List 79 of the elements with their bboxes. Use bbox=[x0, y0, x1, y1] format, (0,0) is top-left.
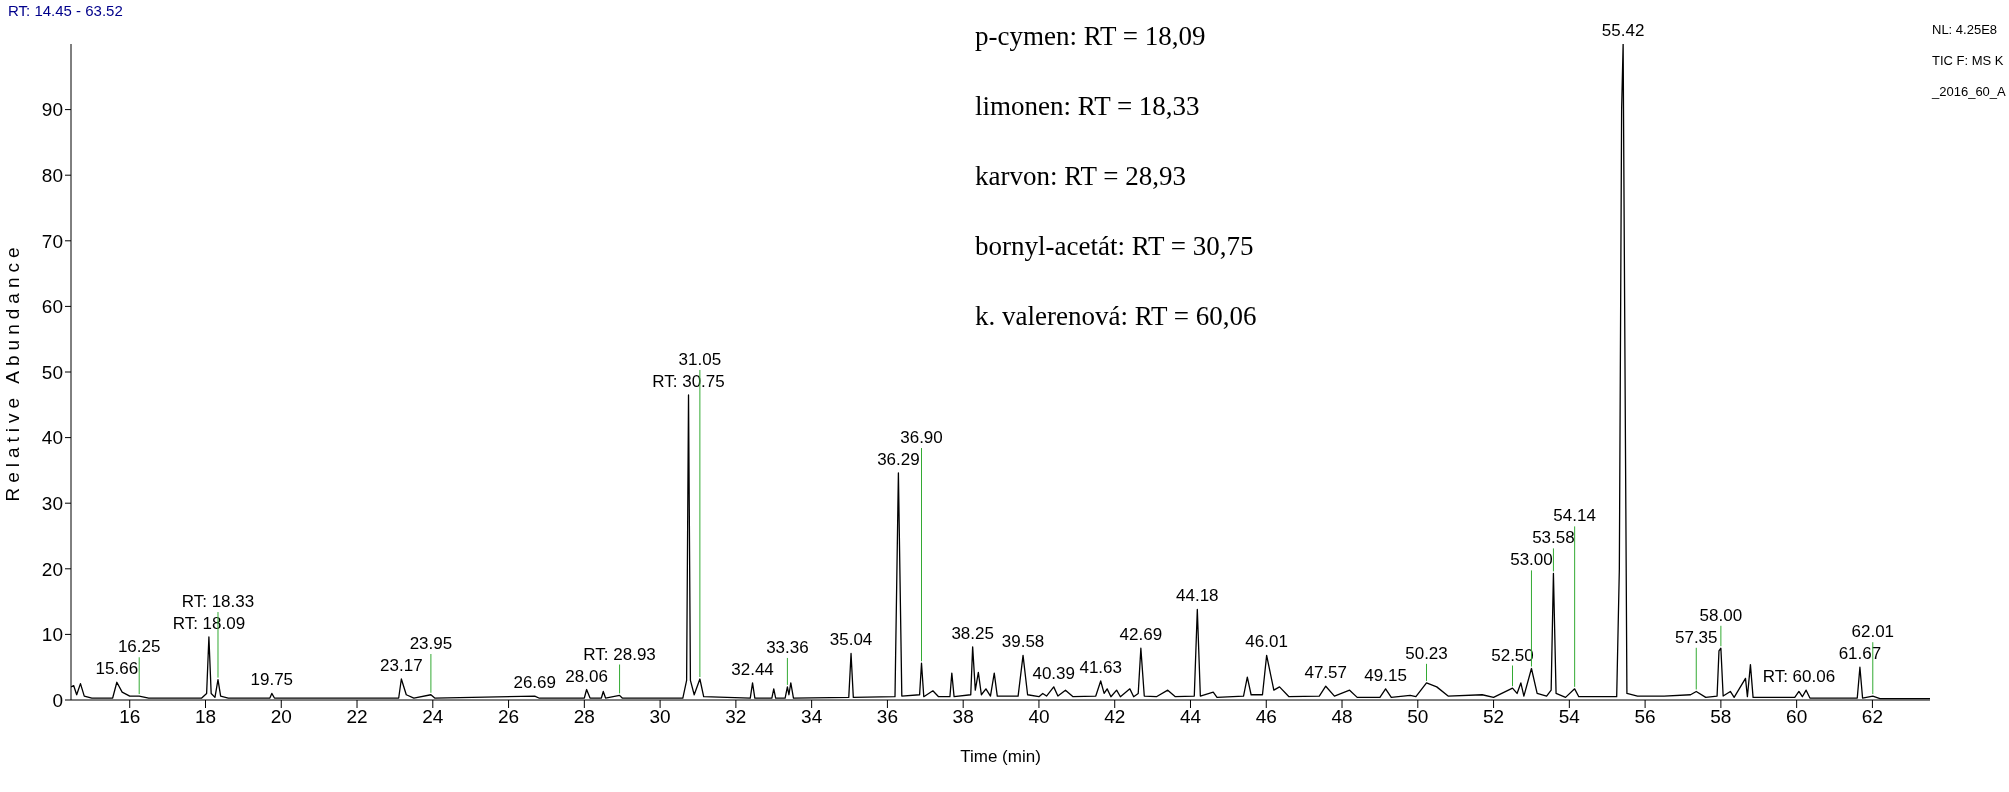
annotation: 33.36 bbox=[766, 637, 809, 657]
y-tick-label: 20 bbox=[41, 558, 63, 580]
annotation: 58.00 bbox=[1699, 605, 1743, 625]
y-tick-label: 50 bbox=[41, 361, 63, 383]
annotation: 46.01 bbox=[1245, 632, 1288, 652]
x-tick-label: 40 bbox=[1028, 706, 1050, 728]
x-tick-label: 22 bbox=[346, 706, 368, 728]
x-tick-label: 42 bbox=[1104, 706, 1126, 728]
annotation: RT: 30.75 bbox=[652, 371, 725, 391]
annotation: 42.69 bbox=[1119, 625, 1163, 645]
annotation: 41.63 bbox=[1079, 657, 1122, 677]
annotation: RT: 28.93 bbox=[583, 644, 656, 664]
annotation: 23.95 bbox=[409, 634, 453, 654]
y-tick-label: 60 bbox=[41, 296, 63, 318]
annotation: 53.00 bbox=[1510, 550, 1553, 570]
y-tick-label: 0 bbox=[52, 689, 63, 711]
x-tick-label: 16 bbox=[119, 706, 141, 728]
x-tick-label: 20 bbox=[270, 706, 292, 728]
x-tick-label: 46 bbox=[1255, 706, 1277, 728]
annotation: 54.14 bbox=[1553, 506, 1596, 526]
y-tick-label: 30 bbox=[41, 492, 63, 514]
x-tick-label: 56 bbox=[1634, 706, 1656, 728]
x-tick-label: 28 bbox=[573, 706, 595, 728]
annotation: 32.44 bbox=[731, 659, 774, 679]
annotation: 35.04 bbox=[829, 630, 873, 650]
y-tick-label: 70 bbox=[41, 230, 63, 252]
annotation: k. valerenová: RT = 60,06 bbox=[975, 300, 1257, 333]
text: TIC F: MS K_2016_60_A bbox=[1932, 53, 2006, 99]
annotation: 57.35 bbox=[1674, 627, 1718, 647]
annotation: RT: 18.33 bbox=[181, 592, 255, 612]
x-tick-label: 60 bbox=[1786, 706, 1808, 728]
x-tick-label: 50 bbox=[1407, 706, 1429, 728]
annotation: RT: 18.09 bbox=[172, 614, 246, 634]
x-axis-title: Time (min) bbox=[960, 747, 1041, 766]
x-tick-label: 32 bbox=[725, 706, 747, 728]
annotation: 47.57 bbox=[1304, 663, 1348, 683]
annotation: 15.66 bbox=[95, 659, 139, 679]
annotation: 39.58 bbox=[1001, 632, 1045, 652]
annotation: 53.58 bbox=[1532, 528, 1575, 548]
y-axis-title: Relative Abundance bbox=[1, 242, 23, 502]
annotation: 28.06 bbox=[565, 666, 608, 686]
y-tick-label: 40 bbox=[41, 427, 63, 449]
annotation: 55.42 bbox=[1601, 21, 1645, 40]
y-tick-label: 80 bbox=[41, 164, 63, 186]
annotation: 40.39 bbox=[1032, 663, 1075, 683]
annotation: 62.01 bbox=[1851, 622, 1895, 642]
annotation: RT: 60.06 bbox=[1762, 667, 1836, 687]
annotation: 50.23 bbox=[1405, 643, 1448, 663]
annotation: 31.05 bbox=[678, 349, 722, 369]
x-tick-label: 44 bbox=[1179, 706, 1202, 728]
x-tick-label: 62 bbox=[1861, 706, 1883, 728]
x-tick-label: 30 bbox=[649, 706, 671, 728]
text: NL: 4.25E8 bbox=[1932, 21, 1999, 39]
y-tick-label: 90 bbox=[41, 99, 63, 121]
x-tick-label: 24 bbox=[422, 706, 444, 728]
text: RT: 14.45 - 63.52 bbox=[8, 2, 123, 19]
x-tick-label: 36 bbox=[876, 706, 898, 728]
x-tick-label: 38 bbox=[952, 706, 974, 728]
x-tick-label: 58 bbox=[1710, 706, 1732, 728]
annotation: 38.25 bbox=[951, 623, 994, 643]
annotation: p-cymen: RT = 18,09 bbox=[975, 20, 1207, 53]
x-tick-label: 26 bbox=[498, 706, 520, 728]
annotation: 19.75 bbox=[250, 670, 294, 690]
x-tick-label: 54 bbox=[1558, 706, 1581, 728]
annotation: 36.90 bbox=[900, 428, 943, 448]
annotation: 36.29 bbox=[877, 450, 920, 470]
x-tick-label: 48 bbox=[1331, 706, 1353, 728]
x-tick-label: 52 bbox=[1483, 706, 1505, 728]
annotation: 26.69 bbox=[513, 673, 556, 693]
annotation: 44.18 bbox=[1176, 586, 1219, 606]
annotation: 49.15 bbox=[1364, 665, 1407, 685]
x-tick-label: 18 bbox=[194, 706, 217, 728]
x-tick-label: 34 bbox=[801, 706, 823, 728]
annotation: limonen: RT = 18,33 bbox=[975, 90, 1201, 123]
annotation: karvon: RT = 28,93 bbox=[975, 160, 1188, 193]
annotation: bornyl-acetát: RT = 30,75 bbox=[975, 230, 1255, 263]
annotation: 16.25 bbox=[117, 637, 161, 657]
annotation: 23.17 bbox=[380, 656, 423, 676]
y-tick-label: 10 bbox=[41, 624, 63, 646]
